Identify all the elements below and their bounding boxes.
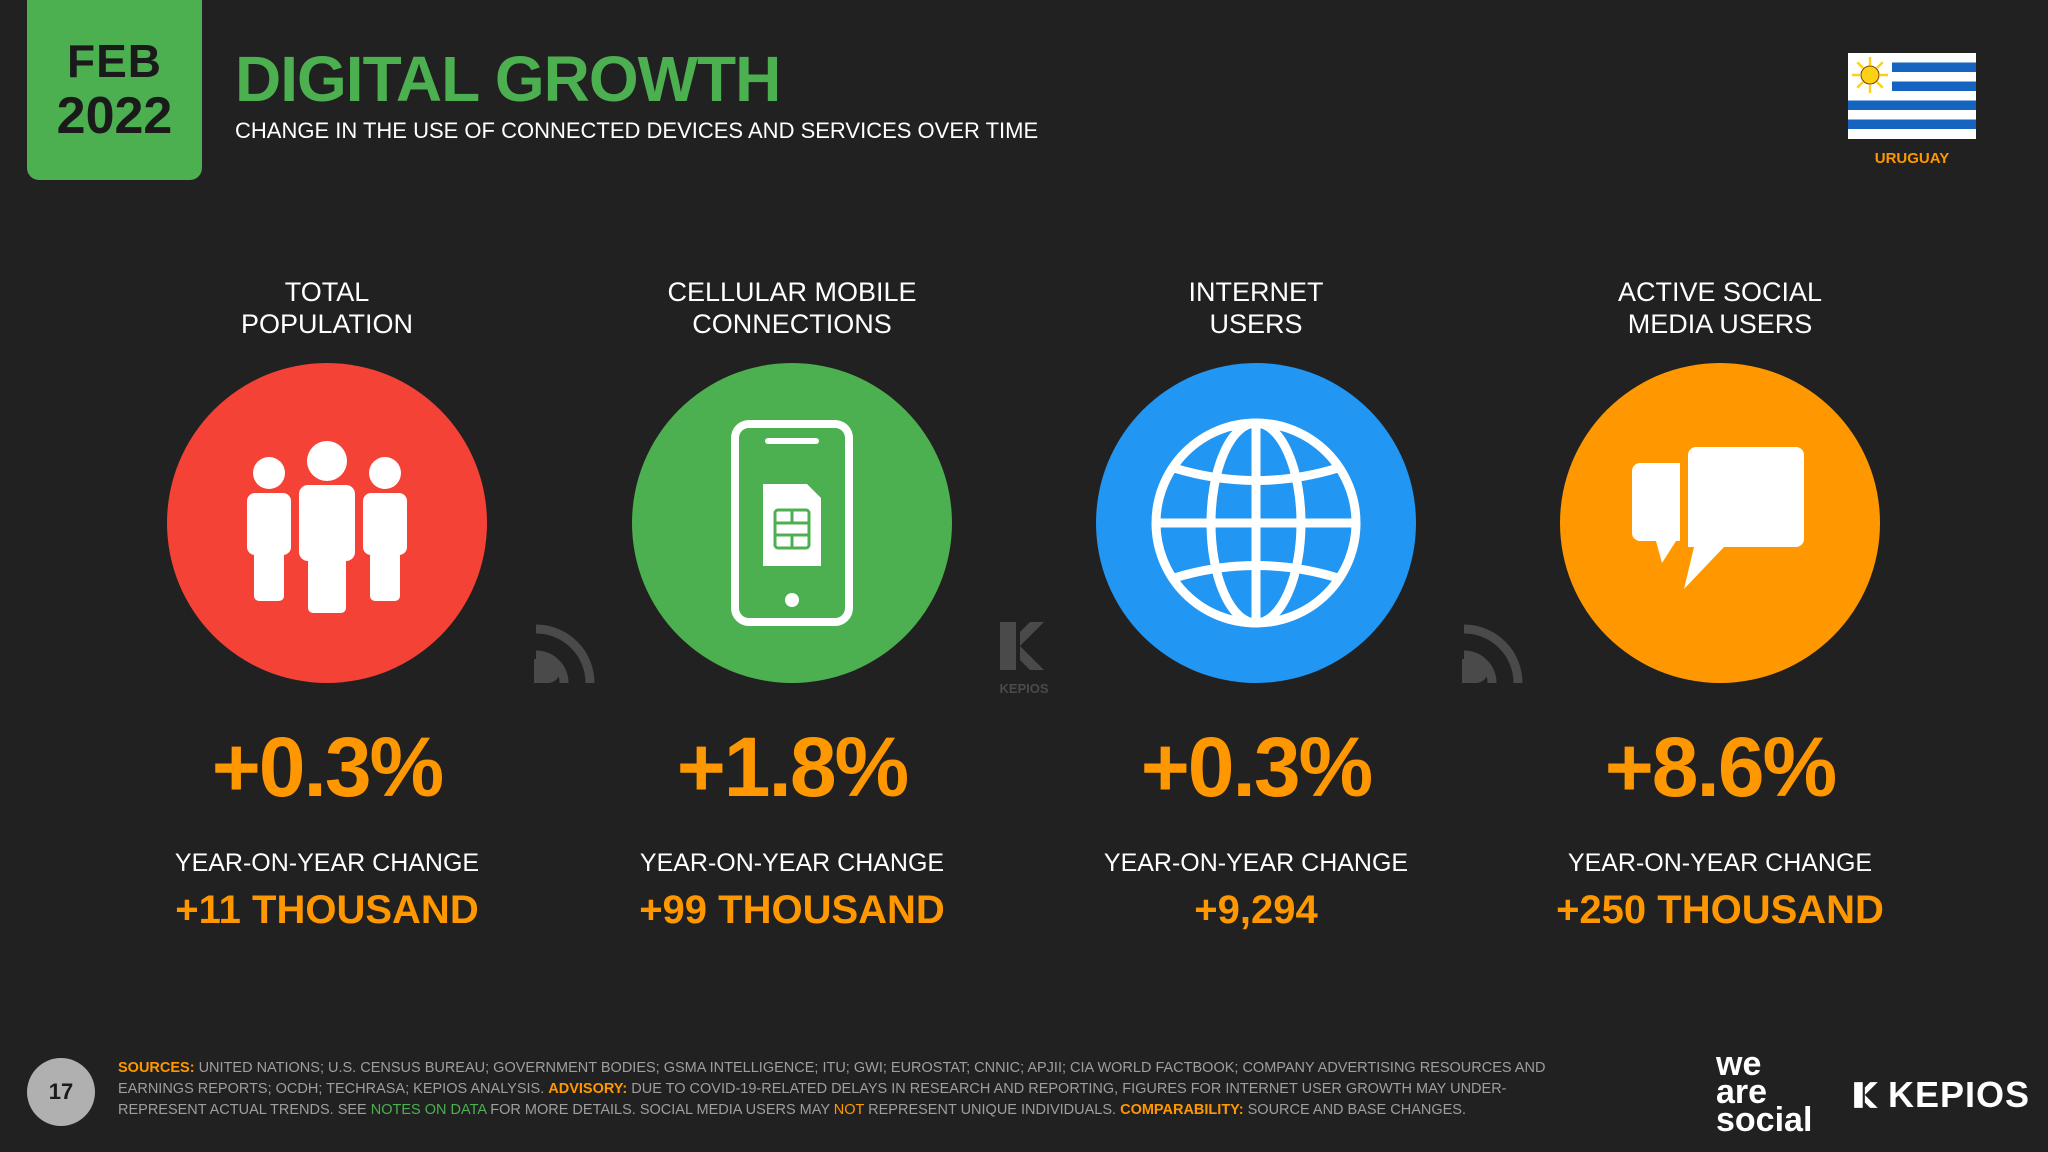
change-label: YEAR-ON-YEAR CHANGE [639,849,945,877]
metric-label: CELLULAR MOBILE CONNECTIONS [667,277,917,339]
datareportal-watermark-icon [534,624,595,684]
kepios-watermark: KEPIOS [994,618,1054,696]
footer-notes: SOURCES: UNITED NATIONS; U.S. CENSUS BUR… [118,1060,1546,1118]
metric-mobile-connections: CELLULAR MOBILE CONNECTIONS +1.8% YEAR-ON… [582,270,1002,933]
date-year: 2022 [56,87,173,145]
change-absolute: +11 THOUSAND [175,888,479,932]
kepios-logo: KEPIOS [1852,1074,2030,1116]
metric-label: TOTAL POPULATION [240,277,414,339]
internet-circle [1096,363,1416,683]
country-label: URUGUAY [1874,150,1950,167]
metric-label: ACTIVE SOCIAL MEDIA USERS [1617,277,1823,339]
page-number: 17 [27,1058,95,1126]
kepios-logo-icon [1854,1082,1878,1108]
datareportal-watermark-icon [1462,624,1523,684]
social-circle [1560,363,1880,683]
speech-bubbles-icon [1632,443,1812,611]
change-absolute: +9,294 [1194,888,1318,932]
globe-icon [1151,418,1361,628]
change-label: YEAR-ON-YEAR CHANGE [174,849,480,877]
change-absolute: +99 THOUSAND [639,888,945,932]
change-percent: +1.8% [676,720,910,814]
metric-population: TOTAL POPULATION +0.3% YEAR-ON-YEAR CHANG… [117,270,537,933]
change-percent: +0.3% [1140,720,1374,814]
mobile-phone-icon [731,420,853,626]
metric-social-media-users: ACTIVE SOCIAL MEDIA USERS +8.6% YEAR-ON-Y… [1510,270,1930,933]
kepios-k-icon [1000,622,1044,670]
metric-label: INTERNET USERS [1188,277,1324,339]
metric-internet-users: INTERNET USERS +0.3% YEAR-ON-YEAR CHANGE … [1046,270,1466,933]
mobile-circle [632,363,952,683]
page-subtitle: CHANGE IN THE USE OF CONNECTED DEVICES A… [235,118,1039,143]
change-label: YEAR-ON-YEAR CHANGE [1567,849,1873,877]
date-badge: FEB 2022 [27,0,202,180]
change-percent: +0.3% [211,720,445,814]
kepios-watermark-text: KEPIOS [999,681,1049,696]
population-circle [167,363,487,683]
date-month: FEB [67,35,162,87]
change-absolute: +250 THOUSAND [1556,888,1884,932]
page-title: DIGITAL GROWTH [235,43,781,115]
uruguay-flag-icon [1848,53,1976,139]
change-percent: +8.6% [1604,720,1838,814]
kepios-logo-text: KEPIOS [1888,1074,2031,1115]
change-label: YEAR-ON-YEAR CHANGE [1103,849,1409,877]
notes-on-data-link[interactable]: NOTES ON DATA [370,1102,487,1118]
we-are-social-logo: we are social [1716,1045,1813,1139]
people-icon [247,441,407,613]
